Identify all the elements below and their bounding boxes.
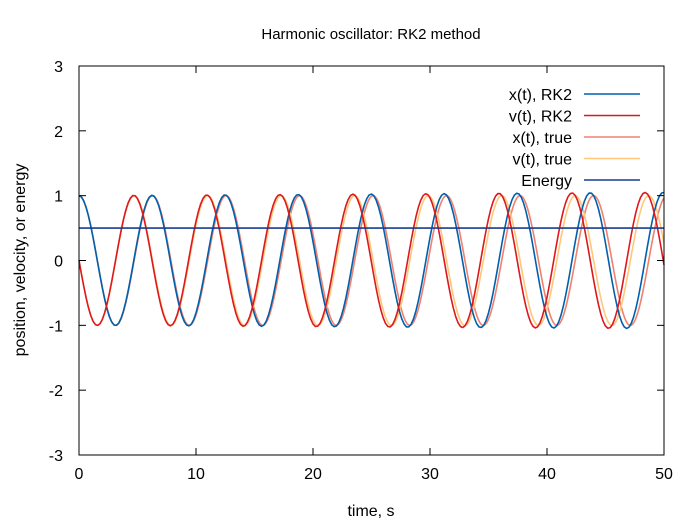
legend-label: v(t), true (512, 152, 572, 169)
series-line-rk2-x (78, 191, 665, 330)
legend-label: x(t), true (512, 130, 572, 147)
x-tick-label: 0 (75, 466, 84, 483)
chart-title: Harmonic oscillator: RK2 method (261, 26, 480, 43)
series-layer (78, 191, 665, 330)
x-tick-label: 30 (421, 466, 439, 483)
y-tick-label: 2 (54, 124, 63, 141)
x-tick-label: 10 (187, 466, 205, 483)
legend-label: x(t), RK2 (509, 87, 572, 104)
y-tick-label: 0 (54, 254, 63, 271)
y-tick-label: -1 (49, 318, 63, 335)
x-axis-label: time, s (347, 503, 394, 520)
y-tick-label: -3 (49, 448, 63, 465)
x-tick-label: 50 (655, 466, 673, 483)
y-axis-label: position, velocity, or energy (12, 164, 29, 357)
ticks-layer: 0 10 20 30 40 50 -3 -2 -1 0 1 2 3 (49, 59, 673, 483)
y-tick-label: 3 (54, 59, 63, 76)
series-line-rk2-v (78, 191, 665, 330)
y-tick-label: -2 (49, 383, 63, 400)
legend-label: Energy (521, 173, 572, 190)
legend: x(t), RK2 v(t), RK2 x(t), true v(t), true En… (509, 87, 640, 190)
x-tick-label: 20 (304, 466, 322, 483)
x-tick-label: 40 (538, 466, 556, 483)
legend-label: v(t), RK2 (509, 109, 572, 126)
y-tick-label: 1 (54, 189, 63, 206)
